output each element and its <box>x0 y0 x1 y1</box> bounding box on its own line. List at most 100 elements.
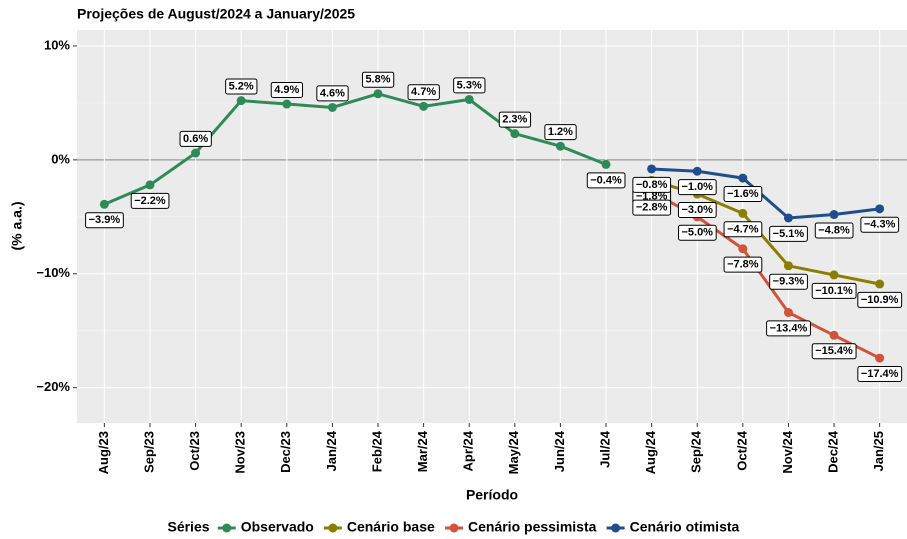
data-label: −7.8% <box>727 259 759 271</box>
x-tick-label: Sep/23 <box>141 431 156 473</box>
point <box>99 199 109 209</box>
label-box <box>814 222 854 239</box>
x-tick-label: Sep/24 <box>689 430 704 473</box>
label-box <box>769 225 808 242</box>
x-tick-label: Aug/24 <box>643 430 658 474</box>
label-box <box>179 130 212 147</box>
x-tick-label: Jun/24 <box>552 430 567 472</box>
point <box>829 330 839 340</box>
label-box <box>857 365 903 382</box>
point <box>510 129 520 139</box>
data-label: −1.6% <box>727 188 759 200</box>
point <box>236 96 246 106</box>
data-label: −1.8% <box>636 190 668 202</box>
point <box>783 261 793 271</box>
data-label: −3.0% <box>681 204 713 216</box>
data-label: −10.1% <box>815 285 853 297</box>
label-box <box>498 111 532 128</box>
data-label: −4.8% <box>818 224 850 236</box>
data-label: 0.6% <box>183 133 208 145</box>
label-box <box>811 282 857 299</box>
x-tick-label: May/24 <box>506 430 521 474</box>
data-label: −3.9% <box>89 214 121 226</box>
legend-point <box>222 523 232 533</box>
point <box>145 180 155 190</box>
label-box <box>857 291 903 308</box>
label-box <box>723 256 763 273</box>
data-label: −0.4% <box>590 174 622 186</box>
legend-point <box>328 523 338 533</box>
data-label: 4.9% <box>274 84 299 96</box>
x-tick-label: Jan/25 <box>871 431 886 471</box>
x-tick-label: Feb/24 <box>369 430 384 472</box>
data-label: −2.2% <box>134 195 166 207</box>
data-label: −10.9% <box>861 294 899 306</box>
data-label: −2.8% <box>636 202 668 214</box>
x-axis-title: Período <box>466 487 518 503</box>
label-box <box>677 201 717 218</box>
data-label: 5.3% <box>457 79 482 91</box>
x-tick-label: Apr/24 <box>461 430 476 471</box>
point <box>829 270 839 280</box>
label-box <box>586 172 626 189</box>
x-tick-label: Oct/24 <box>734 430 749 471</box>
label-box <box>723 221 763 238</box>
data-label: −5.0% <box>681 227 713 239</box>
data-label: 5.2% <box>229 81 254 93</box>
y-tick-label: 10% <box>44 37 70 52</box>
y-tick-label: −20% <box>36 379 70 394</box>
data-label: −1.0% <box>681 181 713 193</box>
label-box <box>769 273 808 290</box>
legend-point <box>611 523 621 533</box>
x-tick-label: Dec/24 <box>825 430 840 473</box>
series-line <box>103 92 607 206</box>
point <box>282 99 292 109</box>
point <box>692 166 702 176</box>
legend-point <box>449 523 459 533</box>
data-label: −17.4% <box>861 368 899 380</box>
label-box <box>544 124 577 141</box>
point <box>783 308 793 318</box>
data-label: −15.4% <box>815 345 853 357</box>
data-label: −13.4% <box>770 322 808 334</box>
data-label: −4.7% <box>727 223 759 235</box>
legend-label: Cenário pessimista <box>468 519 597 535</box>
label-box <box>407 84 440 101</box>
series-line <box>651 167 880 220</box>
data-label: 5.8% <box>365 74 390 86</box>
data-label: −0.8% <box>636 179 668 191</box>
legend-label: Cenário base <box>347 519 435 535</box>
point <box>601 159 611 169</box>
x-tick-label: Mar/24 <box>415 430 430 472</box>
point <box>875 353 885 363</box>
point <box>738 173 748 183</box>
point <box>419 101 429 111</box>
point <box>829 210 839 220</box>
point <box>191 148 201 158</box>
y-axis-title: (% a.a.) <box>9 201 25 250</box>
label-box <box>632 199 672 216</box>
point <box>738 244 748 254</box>
y-tick-label: −10% <box>36 265 70 280</box>
label-box <box>225 78 258 95</box>
legend-label: Cenário otimista <box>630 519 740 535</box>
panel <box>77 30 907 423</box>
point <box>875 279 885 289</box>
label-box <box>453 77 486 94</box>
label-box <box>270 81 304 98</box>
label-box <box>677 179 717 196</box>
label-box <box>130 192 170 209</box>
label-box <box>677 224 717 241</box>
point <box>327 102 337 112</box>
x-tick-label: Jan/24 <box>324 430 339 471</box>
data-label: 2.3% <box>502 114 527 126</box>
label-box <box>766 320 811 337</box>
chart-title: Projeções de August/2024 a January/2025 <box>77 6 355 22</box>
label-box <box>361 71 395 88</box>
x-tick-label: Oct/23 <box>187 431 202 471</box>
data-label: −9.3% <box>773 276 805 288</box>
legend: Séries Observado Cenário base Cenário pessi… <box>167 519 739 535</box>
point <box>373 89 383 99</box>
data-label: −5.1% <box>773 228 805 240</box>
